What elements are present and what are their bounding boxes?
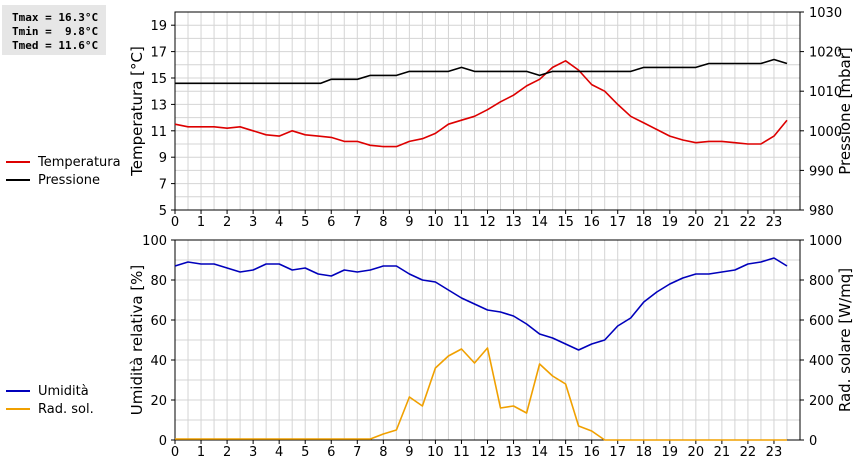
stat-tmin: Tmin = 9.8°C — [12, 25, 98, 38]
x-tick-label: 14 — [531, 215, 548, 230]
y-right-tick-label: 1000 — [809, 125, 842, 140]
y-right-axis-label: Rad. solare [W/mq] — [836, 268, 854, 412]
legend-label-umidita: Umidità — [38, 384, 89, 399]
stat-tmax: Tmax = 16.3°C — [12, 11, 98, 24]
x-tick-label: 9 — [405, 215, 413, 230]
x-tick-label: 20 — [688, 215, 705, 230]
x-tick-label: 9 — [405, 445, 413, 460]
y-left-tick-label: 11 — [150, 125, 167, 140]
x-tick-label: 4 — [275, 445, 283, 460]
temperature-pressure-chart: 0 1 2 3 4 5 6 7 8 9 10 11 12 13 14 15 16 17 18 19 20 21 22 2357… — [128, 6, 854, 230]
y-left-tick-label: 9 — [159, 151, 167, 166]
y-left-tick-label: 15 — [150, 72, 167, 87]
x-tick-label: 3 — [249, 445, 257, 460]
y-left-tick-label: 100 — [142, 234, 167, 249]
x-tick-label: 13 — [505, 445, 522, 460]
x-tick-label: 5 — [301, 215, 309, 230]
y-right-tick-label: 600 — [809, 314, 834, 329]
series-line-pressione — [175, 58, 788, 85]
x-tick-label: 11 — [453, 215, 470, 230]
series-line-umidita — [174, 257, 788, 351]
x-tick-label: 4 — [275, 215, 283, 230]
y-right-axis-label: Pressione [mbar] — [836, 47, 854, 175]
y-right-tick-label: 1030 — [809, 6, 842, 21]
y-left-tick-label: 80 — [150, 274, 167, 289]
x-tick-label: 18 — [635, 445, 652, 460]
y-left-tick-label: 5 — [159, 204, 167, 219]
y-left-tick-label: 19 — [150, 19, 167, 34]
x-tick-label: 23 — [766, 445, 783, 460]
y-left-tick-label: 13 — [150, 98, 167, 113]
y-right-tick-label: 400 — [809, 354, 834, 369]
x-tick-label: 11 — [453, 445, 470, 460]
y-right-tick-label: 1010 — [809, 85, 842, 100]
x-tick-label: 18 — [635, 215, 652, 230]
x-tick-label: 19 — [662, 215, 679, 230]
legend-label-radsol: Rad. sol. — [38, 402, 94, 417]
x-tick-label: 7 — [353, 215, 361, 230]
x-tick-label: 13 — [505, 215, 522, 230]
legend-label-temperatura: Temperatura — [37, 155, 121, 170]
x-tick-label: 23 — [766, 215, 783, 230]
x-tick-label: 6 — [327, 445, 335, 460]
humidity-radiation-chart: 0 1 2 3 4 5 6 7 8 9 10 11 12 13 14 15 16 17 18 19 20 21 22 2302… — [128, 234, 854, 460]
x-tick-label: 21 — [714, 215, 731, 230]
x-tick-label: 1 — [197, 445, 205, 460]
x-tick-label: 2 — [223, 445, 231, 460]
y-left-tick-label: 20 — [150, 394, 167, 409]
x-tick-label: 16 — [583, 215, 600, 230]
x-tick-label: 8 — [379, 215, 387, 230]
y-left-tick-label: 0 — [159, 434, 167, 449]
x-tick-label: 0 — [171, 445, 179, 460]
y-right-tick-label: 800 — [809, 274, 834, 289]
x-tick-label: 20 — [688, 445, 705, 460]
y-left-axis-label: Temperatura [°C] — [128, 46, 146, 177]
y-right-tick-label: 1000 — [809, 234, 842, 249]
x-tick-label: 19 — [662, 445, 679, 460]
y-left-tick-label: 17 — [150, 46, 167, 61]
y-left-tick-label: 60 — [150, 314, 167, 329]
x-tick-label: 10 — [427, 445, 444, 460]
y-left-tick-label: 40 — [150, 354, 167, 369]
y-right-tick-label: 0 — [809, 434, 817, 449]
stats-box — [2, 5, 106, 55]
y-right-tick-label: 1020 — [809, 46, 842, 61]
legend-label-pressione: Pressione — [38, 173, 100, 188]
x-tick-label: 1 — [197, 215, 205, 230]
x-tick-label: 8 — [379, 445, 387, 460]
x-tick-label: 22 — [740, 215, 757, 230]
x-tick-label: 12 — [479, 215, 496, 230]
x-tick-label: 14 — [531, 445, 548, 460]
x-tick-label: 6 — [327, 215, 335, 230]
x-tick-label: 15 — [557, 215, 574, 230]
y-right-tick-label: 990 — [809, 164, 834, 179]
x-tick-label: 17 — [609, 445, 626, 460]
series-line-radsol — [175, 347, 787, 441]
x-tick-label: 3 — [249, 215, 257, 230]
x-tick-label: 10 — [427, 215, 444, 230]
series-line-temperatura — [174, 59, 788, 148]
x-tick-label: 22 — [740, 445, 757, 460]
x-tick-label: 2 — [223, 215, 231, 230]
x-tick-label: 5 — [301, 445, 309, 460]
stat-tmed: Tmed = 11.6°C — [12, 39, 98, 52]
y-left-tick-label: 7 — [159, 178, 167, 193]
x-tick-label: 21 — [714, 445, 731, 460]
x-tick-label: 0 — [171, 215, 179, 230]
y-left-axis-label: Umidità relativa [%] — [128, 265, 146, 416]
x-tick-label: 17 — [609, 215, 626, 230]
y-right-tick-label: 980 — [809, 204, 834, 219]
x-tick-label: 16 — [583, 445, 600, 460]
x-tick-label: 7 — [353, 445, 361, 460]
x-tick-label: 15 — [557, 445, 574, 460]
x-tick-label: 12 — [479, 445, 496, 460]
y-right-tick-label: 200 — [809, 394, 834, 409]
